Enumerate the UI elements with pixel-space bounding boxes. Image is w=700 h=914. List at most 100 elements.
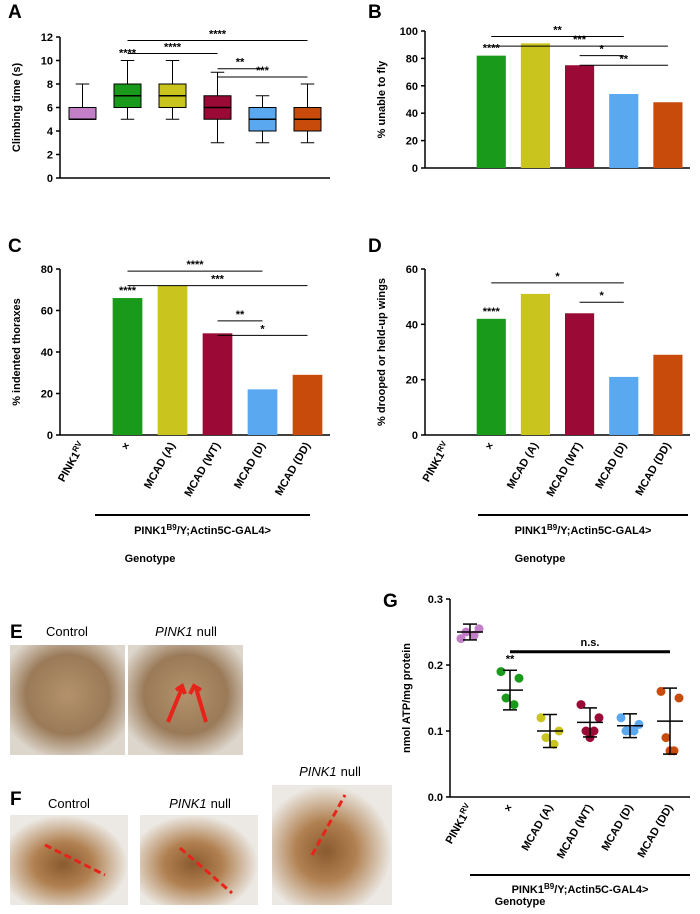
y-axis-label: % unable to fly — [376, 60, 388, 139]
bar — [112, 298, 143, 435]
point — [589, 726, 599, 736]
category-name: × — [502, 803, 516, 815]
panel-letter: E — [10, 622, 23, 643]
point — [576, 700, 586, 710]
significance: *** — [211, 274, 225, 286]
significance: * — [600, 44, 605, 56]
significance: **** — [164, 41, 182, 53]
y-tick-label: 20 — [41, 389, 53, 401]
significance: * — [260, 323, 265, 335]
category-name: PINK1 — [444, 812, 471, 846]
photo-caption: Control — [46, 624, 88, 639]
significance: *** — [573, 34, 587, 46]
bar — [202, 333, 233, 435]
box — [68, 107, 97, 120]
group-sup: B9 — [166, 523, 177, 532]
x-tick-label: MCAD (DD) — [273, 440, 313, 498]
x-axis-label: Genotype — [515, 553, 566, 565]
category-name: PINK1 — [421, 450, 448, 484]
group-rest: /Y;Actin5C-GAL4> — [557, 525, 651, 537]
x-tick-label: PINK1RV — [54, 439, 89, 484]
photo-caption: PINK1 null — [169, 796, 231, 811]
photo-caption: PINK1 null — [299, 764, 361, 779]
y-tick-label: 40 — [406, 108, 418, 120]
significance: **** — [119, 285, 137, 297]
point — [661, 733, 671, 743]
point — [674, 693, 684, 703]
group-rest: /Y;Actin5C-GAL4> — [554, 884, 648, 896]
category-name: MCAD (A) — [142, 440, 178, 491]
point — [469, 630, 479, 640]
photo — [10, 815, 128, 905]
point — [549, 739, 559, 749]
bar — [292, 374, 323, 435]
y-tick-label: 0.0 — [428, 792, 443, 804]
x-tick-label: PINK1RV — [441, 801, 476, 846]
caption-text: null — [211, 796, 231, 811]
x-tick-label: × — [483, 441, 497, 453]
significance: **** — [186, 259, 204, 271]
category-sup: RV — [435, 439, 449, 454]
y-tick-label: 60 — [406, 81, 418, 93]
bar — [157, 285, 188, 435]
wing-line — [44, 794, 347, 895]
y-tick-label: 0 — [412, 430, 418, 442]
y-tick-label: 40 — [41, 347, 53, 359]
significance: **** — [483, 306, 501, 318]
y-axis-label: % drooped or held-up wings — [376, 278, 388, 426]
bar — [653, 354, 683, 435]
photo — [128, 645, 243, 755]
y-axis-label: % indented thoraxes — [11, 298, 23, 406]
significance: **** — [483, 43, 501, 55]
x-axis-label: Genotype — [125, 553, 176, 565]
group-text: PINK1 — [134, 525, 166, 537]
caption-gene: PINK1 — [299, 764, 337, 779]
category-name: MCAD (WT) — [545, 440, 586, 499]
group-text: PINK1 — [512, 884, 544, 896]
bar — [520, 293, 550, 435]
y-tick-label: 0.3 — [428, 594, 443, 606]
point — [581, 726, 591, 736]
x-tick-label: PINK1RV — [418, 439, 453, 484]
x-axis-label: Genotype — [495, 896, 546, 908]
category-sup: RV — [70, 439, 84, 454]
x-tick-label: MCAD (A) — [142, 440, 178, 491]
y-tick-label: 0 — [47, 173, 53, 185]
x-tick-label: MCAD (DD) — [633, 440, 673, 498]
photo — [10, 645, 125, 755]
category-name: × — [483, 441, 497, 453]
category-name: MCAD (D) — [593, 440, 629, 491]
x-tick-label: MCAD (A) — [505, 440, 541, 491]
y-tick-label: 100 — [400, 26, 418, 38]
caption-gene: PINK1 — [169, 796, 207, 811]
x-tick-label: × — [502, 803, 516, 815]
x-tick-label: MCAD (D) — [600, 802, 636, 853]
y-tick-label: 4 — [47, 126, 54, 138]
category-name: MCAD (D) — [600, 802, 636, 853]
category-name: MCAD (WT) — [182, 440, 223, 499]
x-tick-label: MCAD (WT) — [555, 802, 596, 861]
significance: ** — [506, 653, 515, 665]
point — [496, 667, 506, 677]
point — [501, 693, 511, 703]
y-tick-label: 0.2 — [428, 660, 443, 672]
panel-letter: D — [368, 236, 382, 257]
y-tick-label: 6 — [47, 103, 53, 115]
point — [634, 719, 644, 729]
significance: **** — [209, 29, 227, 41]
group-rest: /Y;Actin5C-GAL4> — [177, 525, 271, 537]
caption-gene: PINK1 — [155, 624, 193, 639]
group-text: PINK1 — [515, 525, 547, 537]
y-tick-label: 0 — [412, 163, 418, 175]
bar — [565, 65, 595, 168]
y-tick-label: 80 — [41, 264, 53, 276]
y-tick-label: 2 — [47, 150, 53, 162]
bar — [609, 376, 639, 435]
category-sup: RV — [458, 801, 472, 816]
arrow — [166, 682, 208, 723]
significance: n.s. — [581, 637, 600, 649]
panel-letter: F — [10, 789, 22, 810]
y-tick-label: 0 — [47, 430, 53, 442]
point — [514, 673, 524, 683]
